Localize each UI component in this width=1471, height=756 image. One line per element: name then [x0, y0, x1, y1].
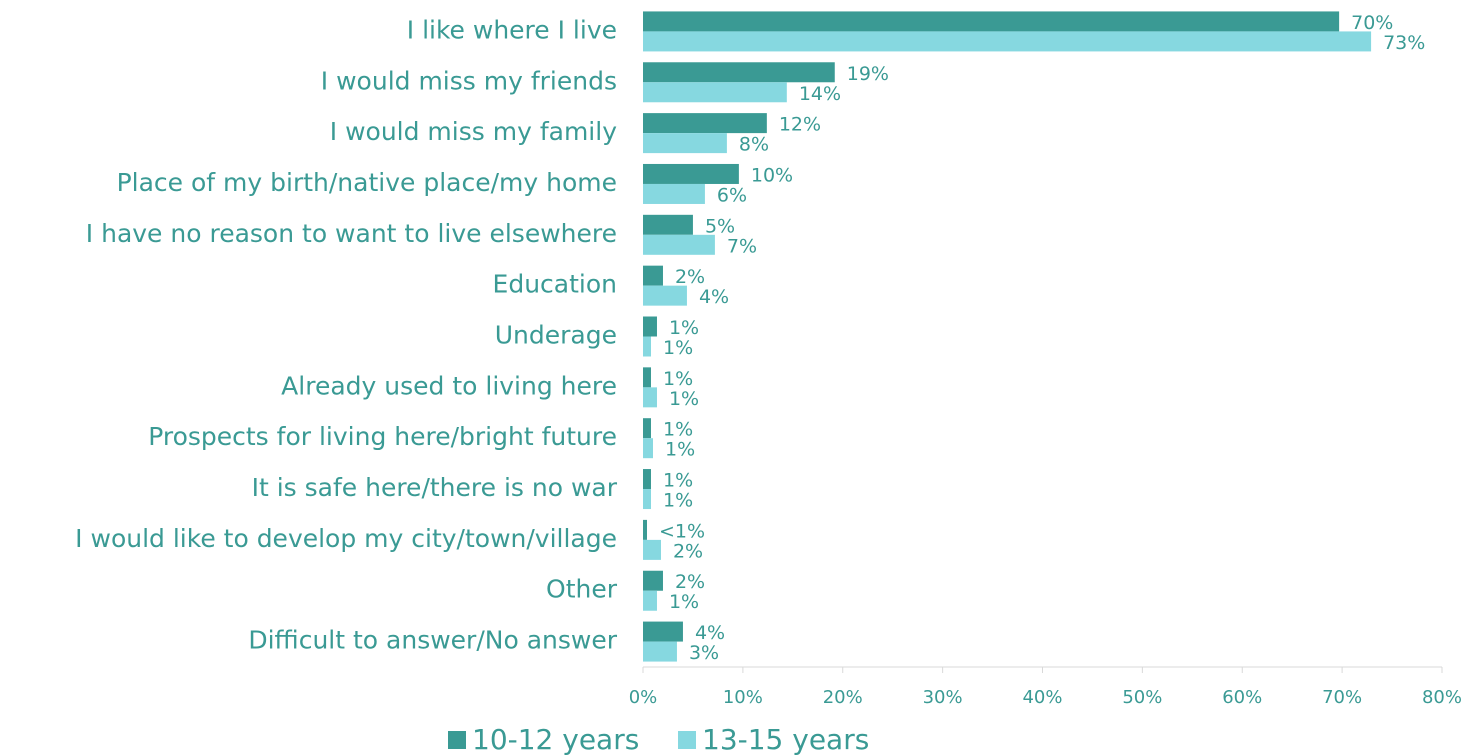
legend-swatch — [678, 731, 696, 749]
value-label: 1% — [663, 419, 693, 441]
bar — [643, 82, 787, 103]
x-tick-label: 30% — [923, 687, 963, 708]
value-label: 4% — [695, 622, 725, 644]
bar — [643, 418, 651, 439]
x-tick-label: 40% — [1022, 687, 1062, 708]
value-label: 19% — [847, 63, 889, 85]
bar — [643, 570, 663, 591]
category-label: I would miss my family — [330, 117, 617, 146]
value-label: 1% — [669, 317, 699, 339]
value-label: 5% — [705, 215, 735, 237]
bar — [643, 438, 653, 459]
value-label: 8% — [739, 134, 769, 156]
value-label: 1% — [663, 470, 693, 492]
category-label: Difficult to answer/No answer — [248, 626, 617, 655]
bar — [643, 539, 661, 560]
value-label: 6% — [717, 184, 747, 206]
category-label: Education — [493, 270, 617, 299]
bar — [643, 31, 1372, 52]
legend-swatch — [448, 731, 466, 749]
bar — [643, 590, 657, 611]
value-label: 1% — [663, 368, 693, 390]
legend-label: 13-15 years — [702, 723, 869, 756]
category-label: Other — [546, 575, 618, 604]
bar — [643, 336, 651, 357]
bar — [643, 265, 663, 286]
value-label: 1% — [663, 337, 693, 359]
x-tick-label: 70% — [1322, 687, 1362, 708]
bar — [643, 621, 683, 642]
bar — [643, 214, 693, 235]
legend-label: 10-12 years — [472, 723, 639, 756]
bar — [643, 469, 651, 490]
value-label: 70% — [1351, 12, 1393, 34]
value-label: 14% — [799, 83, 841, 105]
bar — [643, 62, 835, 83]
value-label: 12% — [779, 114, 821, 136]
value-label: 2% — [673, 540, 703, 562]
value-label: 4% — [699, 286, 729, 308]
bar — [643, 234, 715, 255]
bar — [643, 183, 705, 204]
bar — [643, 641, 677, 662]
bar — [643, 387, 657, 408]
x-tick-label: 20% — [823, 687, 863, 708]
category-label: Place of my birth/native place/my home — [117, 168, 617, 197]
value-label: 3% — [689, 642, 719, 664]
category-label: I like where I live — [407, 15, 617, 44]
bar — [643, 285, 687, 306]
value-label: 10% — [751, 164, 793, 186]
category-label: Prospects for living here/bright future — [148, 422, 617, 451]
category-label: I would miss my friends — [321, 66, 617, 95]
x-tick-label: 60% — [1222, 687, 1262, 708]
value-label: 2% — [675, 266, 705, 288]
category-label: It is safe here/there is no war — [252, 473, 618, 502]
bar — [643, 316, 657, 337]
value-label: 2% — [675, 571, 705, 593]
value-label: <1% — [659, 520, 705, 542]
category-label: Already used to living here — [281, 371, 617, 400]
category-label: I would like to develop my city/town/vil… — [75, 524, 617, 553]
category-label: Underage — [495, 321, 617, 350]
bar — [643, 113, 767, 134]
bar — [643, 367, 651, 388]
value-label: 1% — [669, 388, 699, 410]
x-tick-label: 0% — [629, 687, 658, 708]
bar — [643, 519, 647, 540]
value-label: 1% — [663, 490, 693, 512]
x-tick-label: 50% — [1122, 687, 1162, 708]
bar — [643, 11, 1340, 32]
x-tick-label: 80% — [1422, 687, 1462, 708]
value-label: 7% — [727, 235, 757, 257]
value-label: 73% — [1383, 32, 1425, 54]
bar — [643, 163, 739, 184]
bar — [643, 133, 727, 154]
category-label: I have no reason to want to live elsewhe… — [86, 219, 617, 248]
x-tick-label: 10% — [723, 687, 763, 708]
bar — [643, 489, 651, 510]
value-label: 1% — [665, 439, 695, 461]
value-label: 1% — [669, 591, 699, 613]
